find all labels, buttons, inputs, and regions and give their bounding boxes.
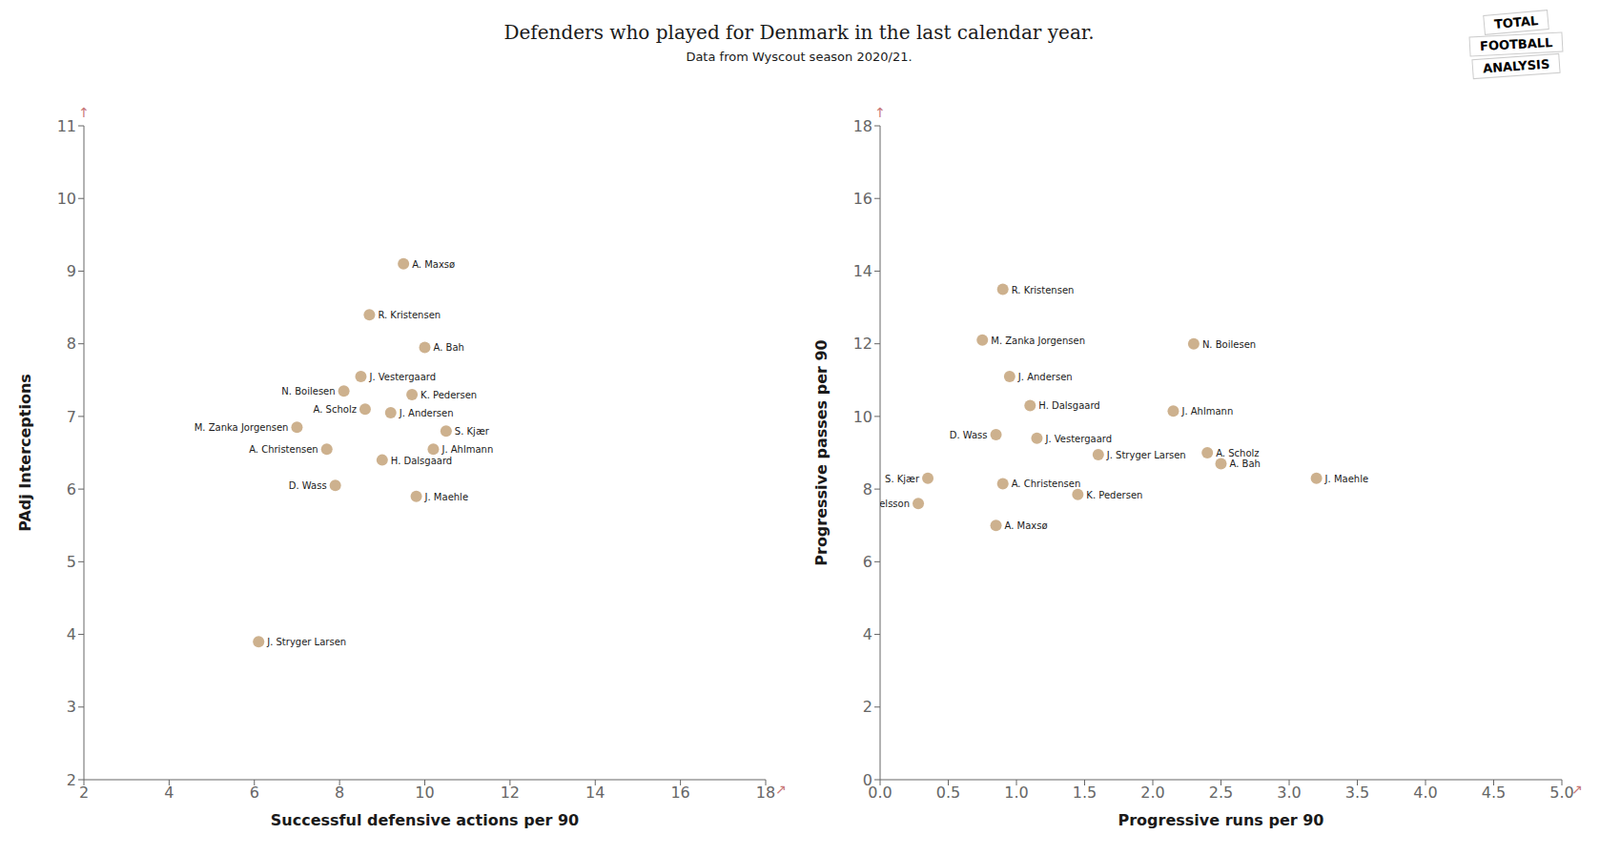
svg-text:2.0: 2.0 <box>1140 783 1165 802</box>
svg-text:18: 18 <box>853 117 873 136</box>
svg-text:9: 9 <box>66 262 77 281</box>
svg-text:3: 3 <box>66 697 77 717</box>
svg-text:5: 5 <box>66 553 77 572</box>
svg-text:3.5: 3.5 <box>1345 783 1370 802</box>
svg-text:V. Nelsson: V. Nelsson <box>880 498 910 510</box>
svg-text:4.5: 4.5 <box>1481 783 1506 802</box>
svg-text:A. Christensen: A. Christensen <box>1011 478 1082 490</box>
svg-text:M. Zanka Jorgensen: M. Zanka Jorgensen <box>990 335 1086 347</box>
svg-text:R. Kristensen: R. Kristensen <box>377 309 441 321</box>
svg-text:A. Maxsø: A. Maxsø <box>1005 520 1048 532</box>
svg-text:0.0: 0.0 <box>867 784 893 803</box>
svg-text:A. Maxsø: A. Maxsø <box>411 259 455 270</box>
svg-text:J. Andersen: J. Andersen <box>398 408 454 419</box>
svg-text:14: 14 <box>585 783 605 802</box>
html-text:ANALYSIS: ANALYSIS <box>1481 56 1550 76</box>
svg-text:1.0: 1.0 <box>1004 783 1028 802</box>
svg-text:K. Pedersen: K. Pedersen <box>1086 490 1143 501</box>
svg-text:12: 12 <box>853 334 873 353</box>
svg-text:A. Bah: A. Bah <box>1230 458 1261 470</box>
svg-text:11: 11 <box>57 117 77 136</box>
svg-text:0.5: 0.5 <box>936 783 961 802</box>
svg-text:A. Scholz: A. Scholz <box>313 404 357 415</box>
html-text:Data from Wyscout season 2020/: Data from Wyscout season 2020/21. <box>685 49 913 64</box>
svg-text:J. Stryger Larsen: J. Stryger Larsen <box>266 636 347 648</box>
svg-text:PAdj Interceptions: PAdj Interceptions <box>16 373 35 533</box>
svg-text:A. Christensen: A. Christensen <box>248 444 319 455</box>
svg-text:2: 2 <box>862 697 873 717</box>
svg-text:10: 10 <box>414 783 434 802</box>
svg-text:6: 6 <box>66 480 77 499</box>
svg-text:3.0: 3.0 <box>1276 783 1301 802</box>
svg-text:Progressive passes per 90: Progressive passes per 90 <box>812 339 831 566</box>
svg-text:J. Vestergaard: J. Vestergaard <box>368 371 436 383</box>
svg-text:18: 18 <box>756 783 776 802</box>
svg-text:A. Bah: A. Bah <box>433 342 465 353</box>
svg-text:N. Boilesen: N. Boilesen <box>1202 339 1256 350</box>
svg-text:J. Andersen: J. Andersen <box>1017 371 1073 383</box>
svg-text:J. Ahlmann: J. Ahlmann <box>440 444 493 455</box>
svg-text:2: 2 <box>66 771 77 790</box>
svg-text:4: 4 <box>164 783 174 802</box>
svg-text:Progressive runs per 90: Progressive runs per 90 <box>1118 811 1325 830</box>
svg-text:14: 14 <box>853 262 873 281</box>
svg-text:7: 7 <box>66 408 77 427</box>
svg-text:R. Kristensen: R. Kristensen <box>1011 285 1075 296</box>
svg-text:8: 8 <box>862 480 873 499</box>
svg-text:D. Wass: D. Wass <box>288 480 328 492</box>
svg-text:16: 16 <box>670 783 690 802</box>
html-text:Defenders who played for Denma: Defenders who played for Denmark in the … <box>503 20 1095 44</box>
svg-text:8: 8 <box>66 334 77 353</box>
svg-text:H. Dalsgaard: H. Dalsgaard <box>1038 400 1100 411</box>
svg-text:K. Pedersen: K. Pedersen <box>420 389 477 401</box>
svg-text:J. Vestergaard: J. Vestergaard <box>1044 433 1112 445</box>
svg-text:10: 10 <box>57 189 77 208</box>
html-text:FOOTBALL: FOOTBALL <box>1479 35 1553 54</box>
svg-text:J. Ahlmann: J. Ahlmann <box>1180 406 1233 417</box>
svg-text:5.0: 5.0 <box>1549 783 1574 802</box>
svg-text:6: 6 <box>249 783 260 802</box>
svg-text:S. Kjær: S. Kjær <box>454 426 491 437</box>
svg-text:J. Maehle: J. Maehle <box>424 492 469 503</box>
svg-text:N. Boilesen: N. Boilesen <box>281 386 335 397</box>
svg-text:6: 6 <box>862 553 873 572</box>
svg-text:J. Maehle: J. Maehle <box>1324 473 1369 485</box>
svg-text:A. Scholz: A. Scholz <box>1215 448 1259 459</box>
svg-text:M. Zanka Jorgensen: M. Zanka Jorgensen <box>194 422 289 433</box>
svg-text:S. Kjær: S. Kjær <box>884 473 921 485</box>
svg-text:H. Dalsgaard: H. Dalsgaard <box>390 455 452 467</box>
svg-text:0: 0 <box>862 771 873 790</box>
svg-text:12: 12 <box>500 783 520 802</box>
svg-text:2.5: 2.5 <box>1209 783 1233 802</box>
svg-text:Successful defensive actions p: Successful defensive actions per 90 <box>270 811 579 830</box>
svg-text:1.5: 1.5 <box>1072 783 1097 802</box>
svg-text:4: 4 <box>66 625 77 644</box>
svg-text:D. Wass: D. Wass <box>949 430 988 441</box>
svg-text:16: 16 <box>853 189 873 208</box>
html-text:TOTAL: TOTAL <box>1493 13 1539 32</box>
svg-text:2: 2 <box>79 783 89 802</box>
svg-text:4.0: 4.0 <box>1413 783 1437 802</box>
svg-text:10: 10 <box>853 408 873 427</box>
svg-text:J. Stryger Larsen: J. Stryger Larsen <box>1106 450 1187 461</box>
svg-text:4: 4 <box>862 625 873 644</box>
svg-text:8: 8 <box>334 783 345 802</box>
